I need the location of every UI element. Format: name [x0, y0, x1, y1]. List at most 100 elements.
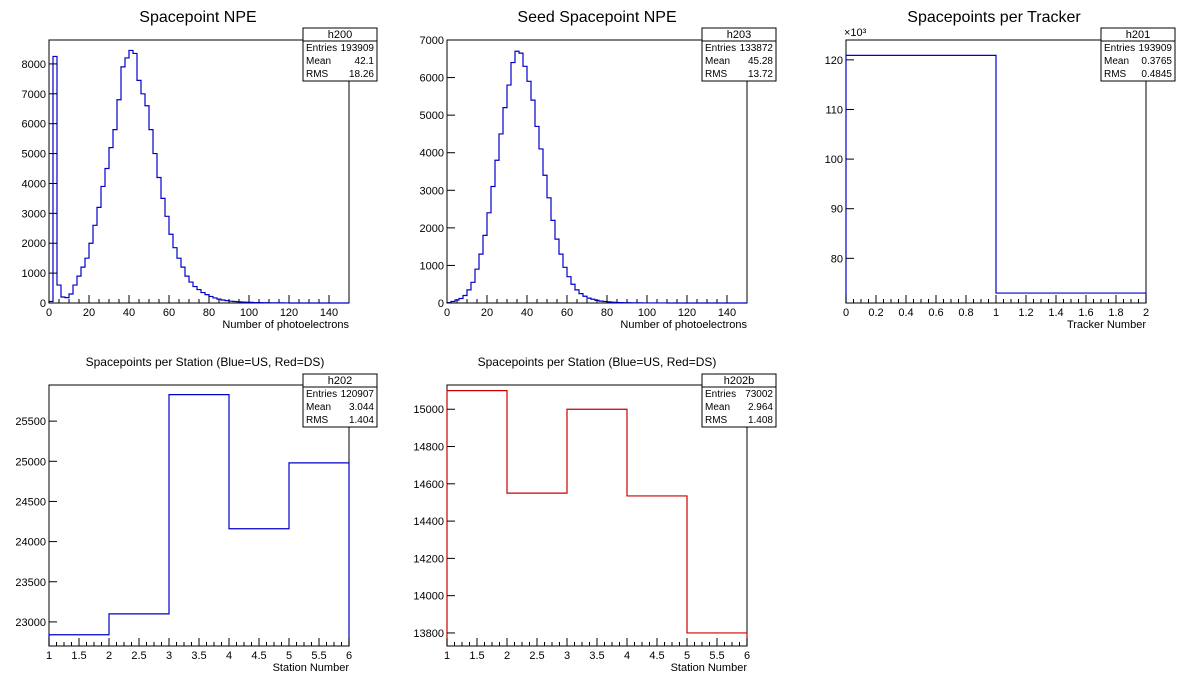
y-tick-label: 110 — [825, 104, 843, 116]
stats-label: RMS — [306, 69, 329, 80]
x-tick-label: 0 — [46, 307, 52, 319]
x-tick-label: 3.5 — [191, 650, 206, 662]
y-tick-label: 5000 — [22, 149, 46, 161]
stats-label: RMS — [705, 69, 728, 80]
x-tick-label: 1 — [993, 307, 999, 319]
stats-label: Mean — [306, 402, 331, 413]
stats-label: Mean — [705, 56, 730, 67]
y-tick-label: 14200 — [413, 553, 444, 565]
x-tick-label: 120 — [678, 307, 696, 319]
stats-value: 0.3765 — [1141, 56, 1172, 67]
x-tick-label: 140 — [320, 307, 338, 319]
histogram-series-line — [446, 389, 748, 646]
y-tick-label: 5000 — [420, 110, 444, 122]
histogram-pad-h202b: Spacepoints per Station (Blue=US, Red=DS… — [413, 355, 777, 674]
stats-label: Entries — [705, 43, 736, 54]
y-tick-label: 6000 — [420, 73, 444, 85]
x-tick-label: 5 — [684, 650, 690, 662]
histogram-series-line — [845, 54, 1147, 303]
stats-value: 193909 — [341, 43, 375, 54]
stats-label: Mean — [306, 56, 331, 67]
stats-value: 120907 — [341, 389, 375, 400]
stats-label: Mean — [705, 402, 730, 413]
y-tick-label: 90 — [831, 204, 843, 216]
y-axis-exponent-label: ×10³ — [844, 27, 867, 39]
x-tick-label: 20 — [481, 307, 493, 319]
x-tick-label: 1.5 — [71, 650, 86, 662]
y-tick-label: 3000 — [22, 208, 46, 220]
stats-box-name: h201 — [1126, 29, 1150, 41]
stats-box-frame — [1100, 27, 1176, 82]
stats-box-name: h200 — [328, 29, 352, 41]
chart-title: Spacepoints per Station (Blue=US, Red=DS… — [86, 355, 325, 369]
stats-box-name: h202 — [328, 375, 352, 387]
stats-value: 193909 — [1139, 43, 1173, 54]
x-axis-label: Number of photoelectrons — [222, 319, 349, 331]
y-tick-label: 0 — [40, 298, 46, 310]
y-tick-label: 120 — [825, 55, 843, 67]
stats-value: 13.72 — [748, 69, 773, 80]
stats-box: h203 Entries 133872 Mean 45.28 RMS 13.72 — [701, 27, 777, 82]
x-tick-label: 2.5 — [529, 650, 544, 662]
y-tick-label: 4000 — [22, 178, 46, 190]
stats-value: 18.26 — [349, 69, 374, 80]
stats-label: Entries — [306, 43, 337, 54]
x-tick-label: 1.6 — [1078, 307, 1093, 319]
y-tick-label: 1000 — [22, 268, 46, 280]
x-tick-label: 2.5 — [131, 650, 146, 662]
stats-label: RMS — [306, 415, 329, 426]
x-tick-label: 0 — [843, 307, 849, 319]
y-tick-label: 24000 — [15, 537, 46, 549]
x-tick-label: 20 — [83, 307, 95, 319]
x-tick-label: 1 — [444, 650, 450, 662]
stats-value: 0.4845 — [1141, 69, 1172, 80]
stats-box-frame — [302, 373, 378, 428]
y-tick-label: 23500 — [15, 577, 46, 589]
stats-box-frame — [701, 373, 777, 428]
x-tick-label: 5 — [286, 650, 292, 662]
x-tick-label: 3.5 — [589, 650, 604, 662]
stats-value: 1.408 — [748, 415, 773, 426]
y-tick-label: 25500 — [15, 416, 46, 428]
histogram-series-line — [48, 394, 350, 646]
x-tick-label: 2 — [1143, 307, 1149, 319]
x-tick-label: 80 — [203, 307, 215, 319]
y-tick-label: 23000 — [15, 617, 46, 629]
stats-label: RMS — [705, 415, 728, 426]
x-axis-label: Number of photoelectrons — [620, 319, 747, 331]
x-tick-label: 5.5 — [311, 650, 326, 662]
stats-box-name: h203 — [727, 29, 751, 41]
y-tick-label: 14400 — [413, 516, 444, 528]
x-tick-label: 3 — [564, 650, 570, 662]
x-tick-label: 1.5 — [469, 650, 484, 662]
stats-label: Mean — [1104, 56, 1129, 67]
stats-box: h201 Entries 193909 Mean 0.3765 RMS 0.4845 — [1100, 27, 1176, 82]
stats-label: Entries — [1104, 43, 1135, 54]
chart-title: Spacepoints per Tracker — [907, 9, 1081, 26]
stats-value: 2.964 — [748, 402, 773, 413]
x-tick-label: 0.2 — [868, 307, 883, 319]
y-tick-label: 3000 — [420, 185, 444, 197]
x-axis-label: Station Number — [671, 662, 748, 674]
x-tick-label: 6 — [346, 650, 352, 662]
y-tick-label: 14600 — [413, 479, 444, 491]
stats-box-frame — [701, 27, 777, 82]
x-axis-label: Tracker Number — [1067, 319, 1146, 331]
x-tick-label: 1.2 — [1018, 307, 1033, 319]
x-tick-label: 4.5 — [251, 650, 266, 662]
stats-value: 45.28 — [748, 56, 773, 67]
stats-value: 133872 — [740, 43, 774, 54]
x-tick-label: 4.5 — [649, 650, 664, 662]
y-tick-label: 14000 — [413, 591, 444, 603]
x-tick-label: 60 — [561, 307, 573, 319]
stats-box: h202 Entries 120907 Mean 3.044 RMS 1.404 — [302, 373, 378, 428]
x-tick-label: 0.6 — [928, 307, 943, 319]
chart-title: Seed Spacepoint NPE — [517, 9, 676, 26]
histogram-series-line — [446, 50, 747, 304]
stats-label: Entries — [306, 389, 337, 400]
y-tick-label: 2000 — [420, 223, 444, 235]
chart-title: Spacepoints per Station (Blue=US, Red=DS… — [478, 355, 717, 369]
y-tick-label: 13800 — [413, 628, 444, 640]
x-tick-label: 40 — [123, 307, 135, 319]
